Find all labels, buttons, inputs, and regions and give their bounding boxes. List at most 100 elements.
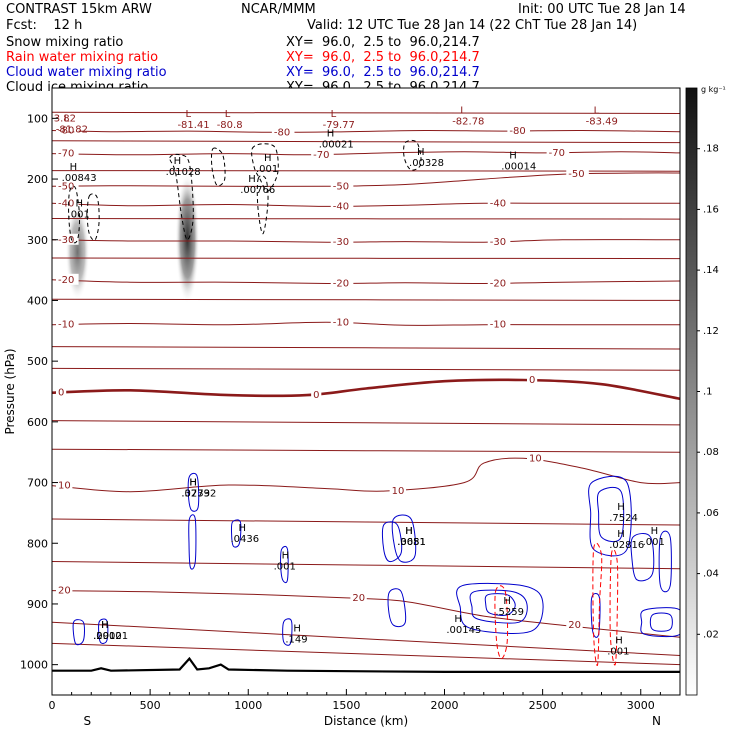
temperature-label: -30 xyxy=(58,235,74,246)
temperature-contour xyxy=(52,590,680,638)
colorbar-tick-label: .18 xyxy=(703,144,719,155)
colorbar-tick-label: .02 xyxy=(703,629,719,640)
colorbar-tick-label: .12 xyxy=(703,326,719,337)
high-marker: H xyxy=(189,478,197,489)
terrain-line xyxy=(52,656,680,673)
high-marker: H xyxy=(509,150,517,161)
extremum-label: .001 xyxy=(256,164,278,175)
high-marker: H xyxy=(70,162,78,173)
y-tick-label: 400 xyxy=(27,294,48,307)
colorbar-tick-label: .1 xyxy=(703,387,713,398)
extremum-label: .149 xyxy=(285,634,307,645)
snow-shading xyxy=(175,172,200,304)
cloud-water-contour xyxy=(188,514,197,570)
y-tick-label: 900 xyxy=(27,598,48,611)
temperature-label: -20 xyxy=(58,275,74,286)
temperature-label: -40 xyxy=(490,198,506,209)
y-tick-label: 100 xyxy=(27,112,48,125)
cloud-ice-contour xyxy=(256,175,269,235)
extremum-label: .00014 xyxy=(501,161,536,172)
y-tick-label: 700 xyxy=(27,477,48,490)
high-marker: H xyxy=(617,529,625,540)
temperature-label: -80 xyxy=(274,127,290,138)
temperature-label: -70 xyxy=(549,148,565,159)
temperature-label: 0 xyxy=(529,375,535,386)
x-tick-label: 3000 xyxy=(627,699,655,712)
y-tick-label: 1000 xyxy=(20,659,48,672)
colorbar-tick-label: .16 xyxy=(703,204,719,215)
cloud-ice-contour xyxy=(251,143,279,192)
high-marker: H xyxy=(615,635,623,646)
cloud-water-contour xyxy=(387,588,407,628)
temperature-label: -10 xyxy=(333,317,349,328)
high-marker: H xyxy=(405,526,413,537)
y-tick-label: 200 xyxy=(27,173,48,186)
forecast-hour: Fcst: 12 h xyxy=(6,18,83,33)
extremum-label: -80.8 xyxy=(217,120,243,131)
high-marker: H xyxy=(76,198,84,209)
rain-contour xyxy=(494,585,509,660)
cloud-water-contour xyxy=(640,607,680,638)
extremum-label: -81.41 xyxy=(177,120,209,131)
high-marker: H xyxy=(417,147,425,158)
high-marker: H xyxy=(264,153,272,164)
extremum-label: -79.77 xyxy=(323,120,355,131)
cloud-water-contour xyxy=(588,475,632,557)
legend-rain: Rain water mixing ratio xyxy=(6,50,159,65)
temperature-contour xyxy=(52,218,680,220)
extremum-label: .02732 xyxy=(181,489,216,500)
cloud-water-contour xyxy=(230,519,242,548)
low-marker: L xyxy=(185,109,191,120)
high-marker: H xyxy=(405,526,413,537)
temperature-contour xyxy=(52,202,680,207)
temperature-label: -10 xyxy=(58,320,74,331)
x-tick-label: 2500 xyxy=(529,699,557,712)
temperature-contour xyxy=(52,346,680,350)
temperature-contour xyxy=(52,257,680,260)
colorbar-tick-label: .06 xyxy=(703,508,719,519)
cloud-water-contour xyxy=(72,619,85,646)
temperature-contour xyxy=(52,170,680,172)
extremum-label: .001 xyxy=(643,537,665,548)
temperature-contour xyxy=(52,172,680,187)
extremum-label: .001 xyxy=(68,209,90,220)
high-marker: H xyxy=(189,478,197,489)
temperature-label: 0 xyxy=(313,390,319,401)
high-marker: H xyxy=(282,550,290,561)
temperature-label: -70 xyxy=(58,149,74,160)
colorbar xyxy=(685,87,698,696)
cloud-water-contour xyxy=(282,618,293,646)
low-marker: L xyxy=(460,105,466,116)
temperature-label: -10 xyxy=(490,320,506,331)
high-marker: H xyxy=(503,596,511,607)
y-tick-label: 600 xyxy=(27,416,48,429)
south-label: S xyxy=(84,714,92,728)
cloud-water-contour xyxy=(596,486,625,543)
cloud-ice-contour xyxy=(68,185,81,244)
temperature-label: -70 xyxy=(313,150,329,161)
extremum-label: .3739 xyxy=(181,489,210,500)
temperature-contour xyxy=(52,561,680,570)
init-time: Init: 00 UTC Tue 28 Jan 14 xyxy=(518,2,686,17)
temperature-label: -50 xyxy=(58,181,74,192)
x-tick-label: 2000 xyxy=(431,699,459,712)
extremum-label: .01028 xyxy=(166,167,201,178)
extremum-label: .2912 xyxy=(93,631,122,642)
cloud-water-contour xyxy=(456,582,544,634)
x-tick-label: 1000 xyxy=(234,699,262,712)
temperature-contour xyxy=(52,448,680,453)
north-label: N xyxy=(652,714,661,728)
temperature-label: 10 xyxy=(529,453,542,464)
temperature-contour xyxy=(52,518,680,526)
y-tick-label: 800 xyxy=(27,537,48,550)
cloud-ice-contour xyxy=(86,193,100,241)
temperature-label: -40 xyxy=(333,201,349,212)
extremum-label: .001 xyxy=(274,561,296,572)
extremum-label: .0051 xyxy=(397,537,426,548)
high-marker: H xyxy=(327,129,335,140)
legend-cloud-water: Cloud water mixing ratio xyxy=(6,65,167,80)
extremum-label: .7524 xyxy=(609,513,638,524)
temperature-contour xyxy=(52,111,680,114)
high-marker: H xyxy=(617,502,625,513)
extremum-label: .02816 xyxy=(609,540,644,551)
